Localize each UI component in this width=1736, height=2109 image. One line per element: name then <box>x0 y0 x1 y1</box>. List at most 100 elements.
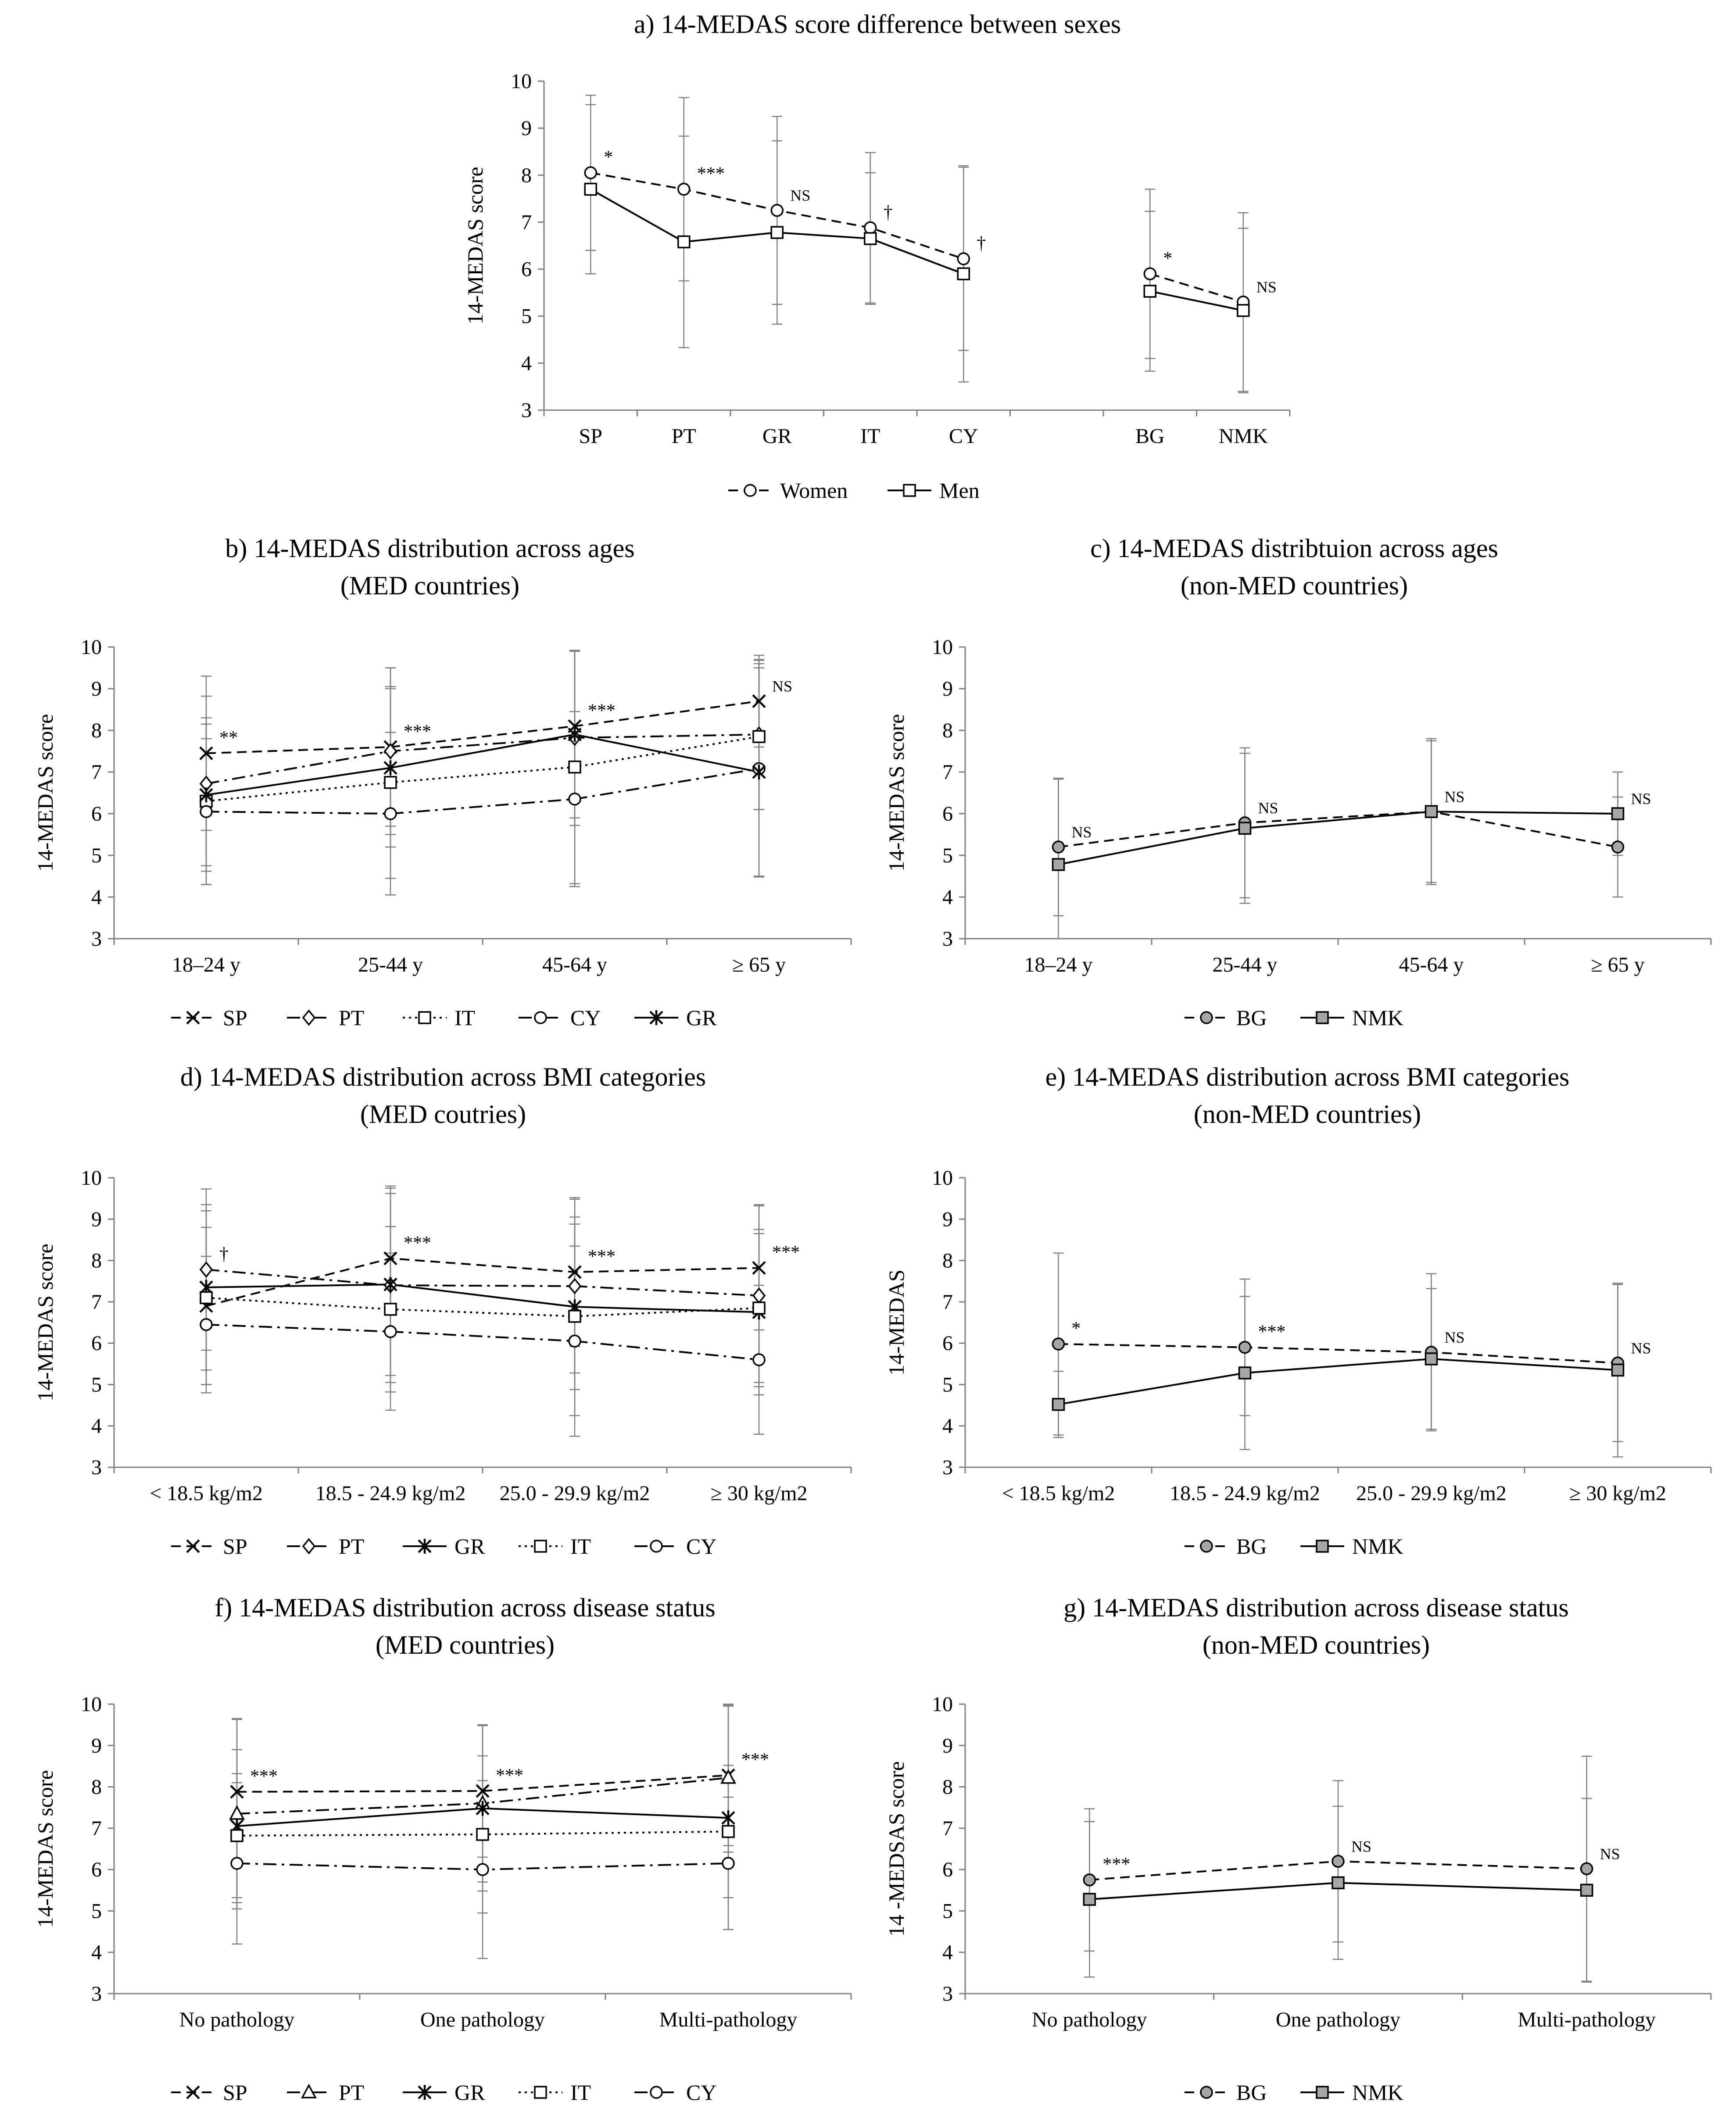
x-tick-label: < 18.5 kg/m2 <box>150 1482 263 1505</box>
x-tick-label: No pathology <box>1032 2008 1147 2031</box>
data-point-nmk <box>1611 1363 1625 1377</box>
legend-marker <box>1200 1011 1213 1024</box>
data-point-bg <box>1238 1340 1252 1354</box>
chart-d: d) 14-MEDAS distribution across BMI cate… <box>33 1062 852 1559</box>
data-point-cy <box>722 1857 735 1870</box>
legend-marker <box>1316 1540 1329 1553</box>
legend-marker <box>186 2085 200 2099</box>
significance-label: *** <box>588 1247 616 1267</box>
data-point-pt <box>199 1261 213 1278</box>
y-tick-label: 9 <box>942 1208 953 1231</box>
data-point-it <box>568 760 581 774</box>
legend-label: GR <box>455 2080 485 2105</box>
legend-marker <box>650 2086 663 2099</box>
data-point-nmk <box>1332 1876 1345 1890</box>
data-point-women <box>770 204 784 217</box>
y-tick-label: 3 <box>521 399 532 422</box>
legend-label: CY <box>686 2080 716 2105</box>
y-tick-label: 5 <box>942 844 953 867</box>
chart-subtitle: (MED countries) <box>376 1630 555 1659</box>
data-point-men <box>864 232 877 245</box>
x-tick-label: 45-64 y <box>542 953 607 976</box>
y-axis-label: 14-MEDAS score <box>884 714 909 872</box>
y-tick-label: 8 <box>942 1249 953 1273</box>
y-tick-label: 3 <box>942 1456 953 1479</box>
data-point-cy <box>230 1857 243 1870</box>
data-point-gr <box>568 727 582 742</box>
significance-label: NS <box>1258 799 1278 817</box>
legend-label: Men <box>939 478 980 503</box>
significance-label: *** <box>496 1766 523 1786</box>
series-line-cy <box>206 1323 759 1361</box>
y-tick-label: 5 <box>91 844 102 867</box>
legend-marker <box>650 1540 663 1553</box>
significance-label: *** <box>588 701 616 721</box>
data-point-pt <box>752 1287 766 1304</box>
significance-label: NS <box>1072 823 1092 841</box>
x-tick-label: ≥ 30 kg/m2 <box>710 1482 807 1505</box>
y-tick-label: 3 <box>91 927 102 951</box>
x-tick-label: Multi-pathology <box>1518 2008 1656 2031</box>
y-tick-label: 6 <box>91 1858 102 1881</box>
y-tick-label: 9 <box>91 677 102 701</box>
x-tick-label: 18.5 - 24.9 kg/m2 <box>315 1482 466 1505</box>
data-point-it <box>752 1301 766 1315</box>
y-tick-label: 9 <box>942 1734 953 1757</box>
data-point-men <box>677 235 691 249</box>
data-point-it <box>568 1310 581 1323</box>
data-point-gr <box>383 760 397 776</box>
legend-marker <box>418 1539 432 1554</box>
significance-label: NS <box>1445 788 1465 805</box>
y-tick-label: 8 <box>942 1776 953 1799</box>
data-point-cy <box>476 1863 489 1876</box>
significance-label: *** <box>404 722 431 742</box>
legend-marker <box>302 1009 316 1026</box>
y-tick-label: 4 <box>521 352 532 375</box>
y-tick-label: 6 <box>91 802 102 826</box>
legend-label: NMK <box>1352 2080 1403 2105</box>
x-tick-label: 25-44 y <box>358 953 423 976</box>
significance-label: NS <box>790 187 810 204</box>
data-point-nmk <box>1611 807 1625 820</box>
data-point-women <box>677 182 691 196</box>
legend-label: CY <box>686 1534 716 1559</box>
legend-marker <box>186 1539 200 1553</box>
legend-marker <box>534 1011 547 1024</box>
data-point-sp <box>568 1265 582 1279</box>
significance-label: † <box>977 233 986 254</box>
legend-label: GR <box>686 1005 717 1030</box>
chart-subtitle: (MED coutries) <box>360 1100 526 1129</box>
y-tick-label: 6 <box>91 1332 102 1355</box>
data-point-sp <box>752 1261 766 1275</box>
x-tick-label: 18.5 - 24.9 kg/m2 <box>1170 1482 1320 1505</box>
significance-label: *** <box>741 1750 769 1770</box>
y-tick-label: 9 <box>942 677 953 701</box>
y-axis-label: 14-MEDAS score <box>33 714 57 872</box>
y-tick-label: 6 <box>942 1332 953 1355</box>
legend-label: NMK <box>1352 1534 1403 1559</box>
legend-marker <box>301 2084 317 2098</box>
y-axis-label: 14-MEDAS score <box>33 1244 57 1401</box>
legend-marker <box>1200 1540 1213 1553</box>
legend-label: SP <box>223 1534 247 1559</box>
data-point-bg <box>1083 1873 1096 1887</box>
legend-label: PT <box>339 2080 364 2105</box>
data-point-gr <box>199 787 213 803</box>
series-line-gr <box>206 1283 759 1313</box>
y-axis-label: 14 -MEDSAS score <box>884 1761 909 1937</box>
legend-label: SP <box>223 2080 247 2105</box>
y-tick-label: 7 <box>942 1290 953 1314</box>
series-line-sp <box>206 700 759 754</box>
chart-f: f) 14-MEDAS distribution across disease … <box>33 1593 852 2105</box>
significance-label: *** <box>404 1233 431 1253</box>
x-tick-label: Multi-pathology <box>659 2008 798 2031</box>
chart-g: g) 14-MEDAS distribution across disease … <box>884 1593 1712 2105</box>
series-line-men <box>1149 290 1244 311</box>
data-point-it <box>752 730 766 743</box>
legend-label: PT <box>339 1005 364 1030</box>
y-tick-label: 5 <box>91 1899 102 1923</box>
data-point-pt <box>720 1769 736 1784</box>
data-point-it <box>200 1291 213 1305</box>
series-line-sp <box>206 1257 759 1307</box>
data-point-bg <box>1580 1862 1593 1876</box>
